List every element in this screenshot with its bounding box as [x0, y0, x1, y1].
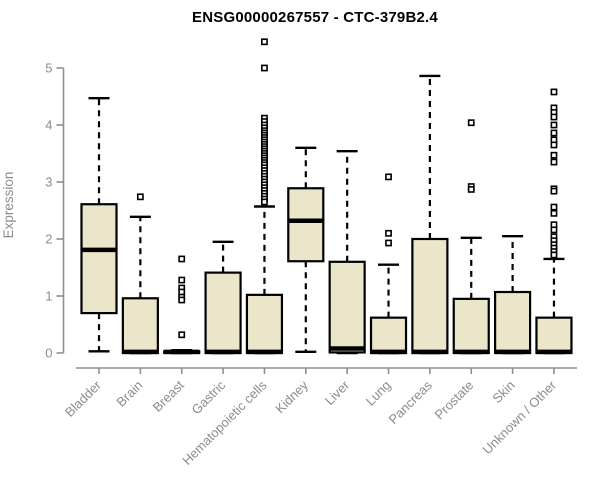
- y-tick-label: 0: [45, 346, 52, 361]
- x-tick-label: Bladder: [62, 377, 105, 420]
- iqr-box: [452, 297, 490, 355]
- iqr-box: [121, 297, 159, 355]
- iqr-box: [328, 260, 366, 354]
- outlier-point: [385, 229, 392, 237]
- outlier-point: [385, 239, 392, 247]
- outlier-point: [385, 173, 392, 181]
- outlier-point: [550, 158, 558, 166]
- outlier-point: [550, 151, 558, 159]
- x-tick-label: Lung: [363, 378, 394, 409]
- iqr-box: [369, 316, 408, 355]
- y-tick-label: 2: [45, 232, 52, 247]
- outlier-point: [178, 331, 186, 339]
- outlier-point: [550, 203, 558, 211]
- x-tick-label: Gastric: [188, 377, 228, 417]
- outlier-point: [550, 129, 558, 137]
- outlier-point: [136, 193, 144, 201]
- outlier-point: [178, 296, 186, 304]
- outlier-point: [550, 187, 558, 195]
- iqr-box: [535, 316, 573, 355]
- outlier-point: [261, 64, 268, 72]
- y-axis-title: Expression: [1, 172, 16, 239]
- x-tick-label: Liver: [322, 377, 353, 408]
- chart-title: ENSG00000267557 - CTC-379B2.4: [192, 9, 438, 26]
- outlier-point: [550, 251, 558, 259]
- x-tick-label: Unknown / Other: [479, 377, 559, 457]
- outlier-point: [550, 209, 558, 217]
- y-tick-label: 1: [45, 289, 52, 304]
- x-tick-label: Breast: [150, 377, 187, 414]
- outlier-point: [467, 186, 475, 193]
- outlier-point: [550, 226, 558, 234]
- y-tick-label: 3: [45, 175, 52, 190]
- iqr-box: [80, 203, 118, 315]
- iqr-box: [245, 293, 284, 355]
- x-tick-label: Kidney: [272, 377, 311, 416]
- x-tick-label: Brain: [113, 378, 145, 410]
- outlier-point: [178, 255, 186, 263]
- outlier-point: [261, 38, 268, 46]
- outlier-point: [550, 121, 558, 129]
- iqr-box: [411, 237, 449, 355]
- outlier-point: [467, 119, 475, 127]
- iqr-box: [204, 271, 242, 355]
- y-tick-label: 4: [45, 118, 52, 133]
- x-tick-label: Skin: [489, 378, 517, 406]
- outlier-point: [550, 113, 558, 121]
- iqr-box: [494, 290, 532, 355]
- outlier-point: [550, 88, 558, 96]
- x-tick-label: Prostate: [432, 378, 477, 423]
- outlier-point: [178, 276, 186, 284]
- outlier-point: [550, 141, 558, 149]
- x-tick-label: Pancreas: [386, 377, 436, 427]
- y-tick-label: 5: [45, 61, 52, 76]
- outlier-point: [261, 198, 268, 206]
- iqr-box: [287, 187, 325, 263]
